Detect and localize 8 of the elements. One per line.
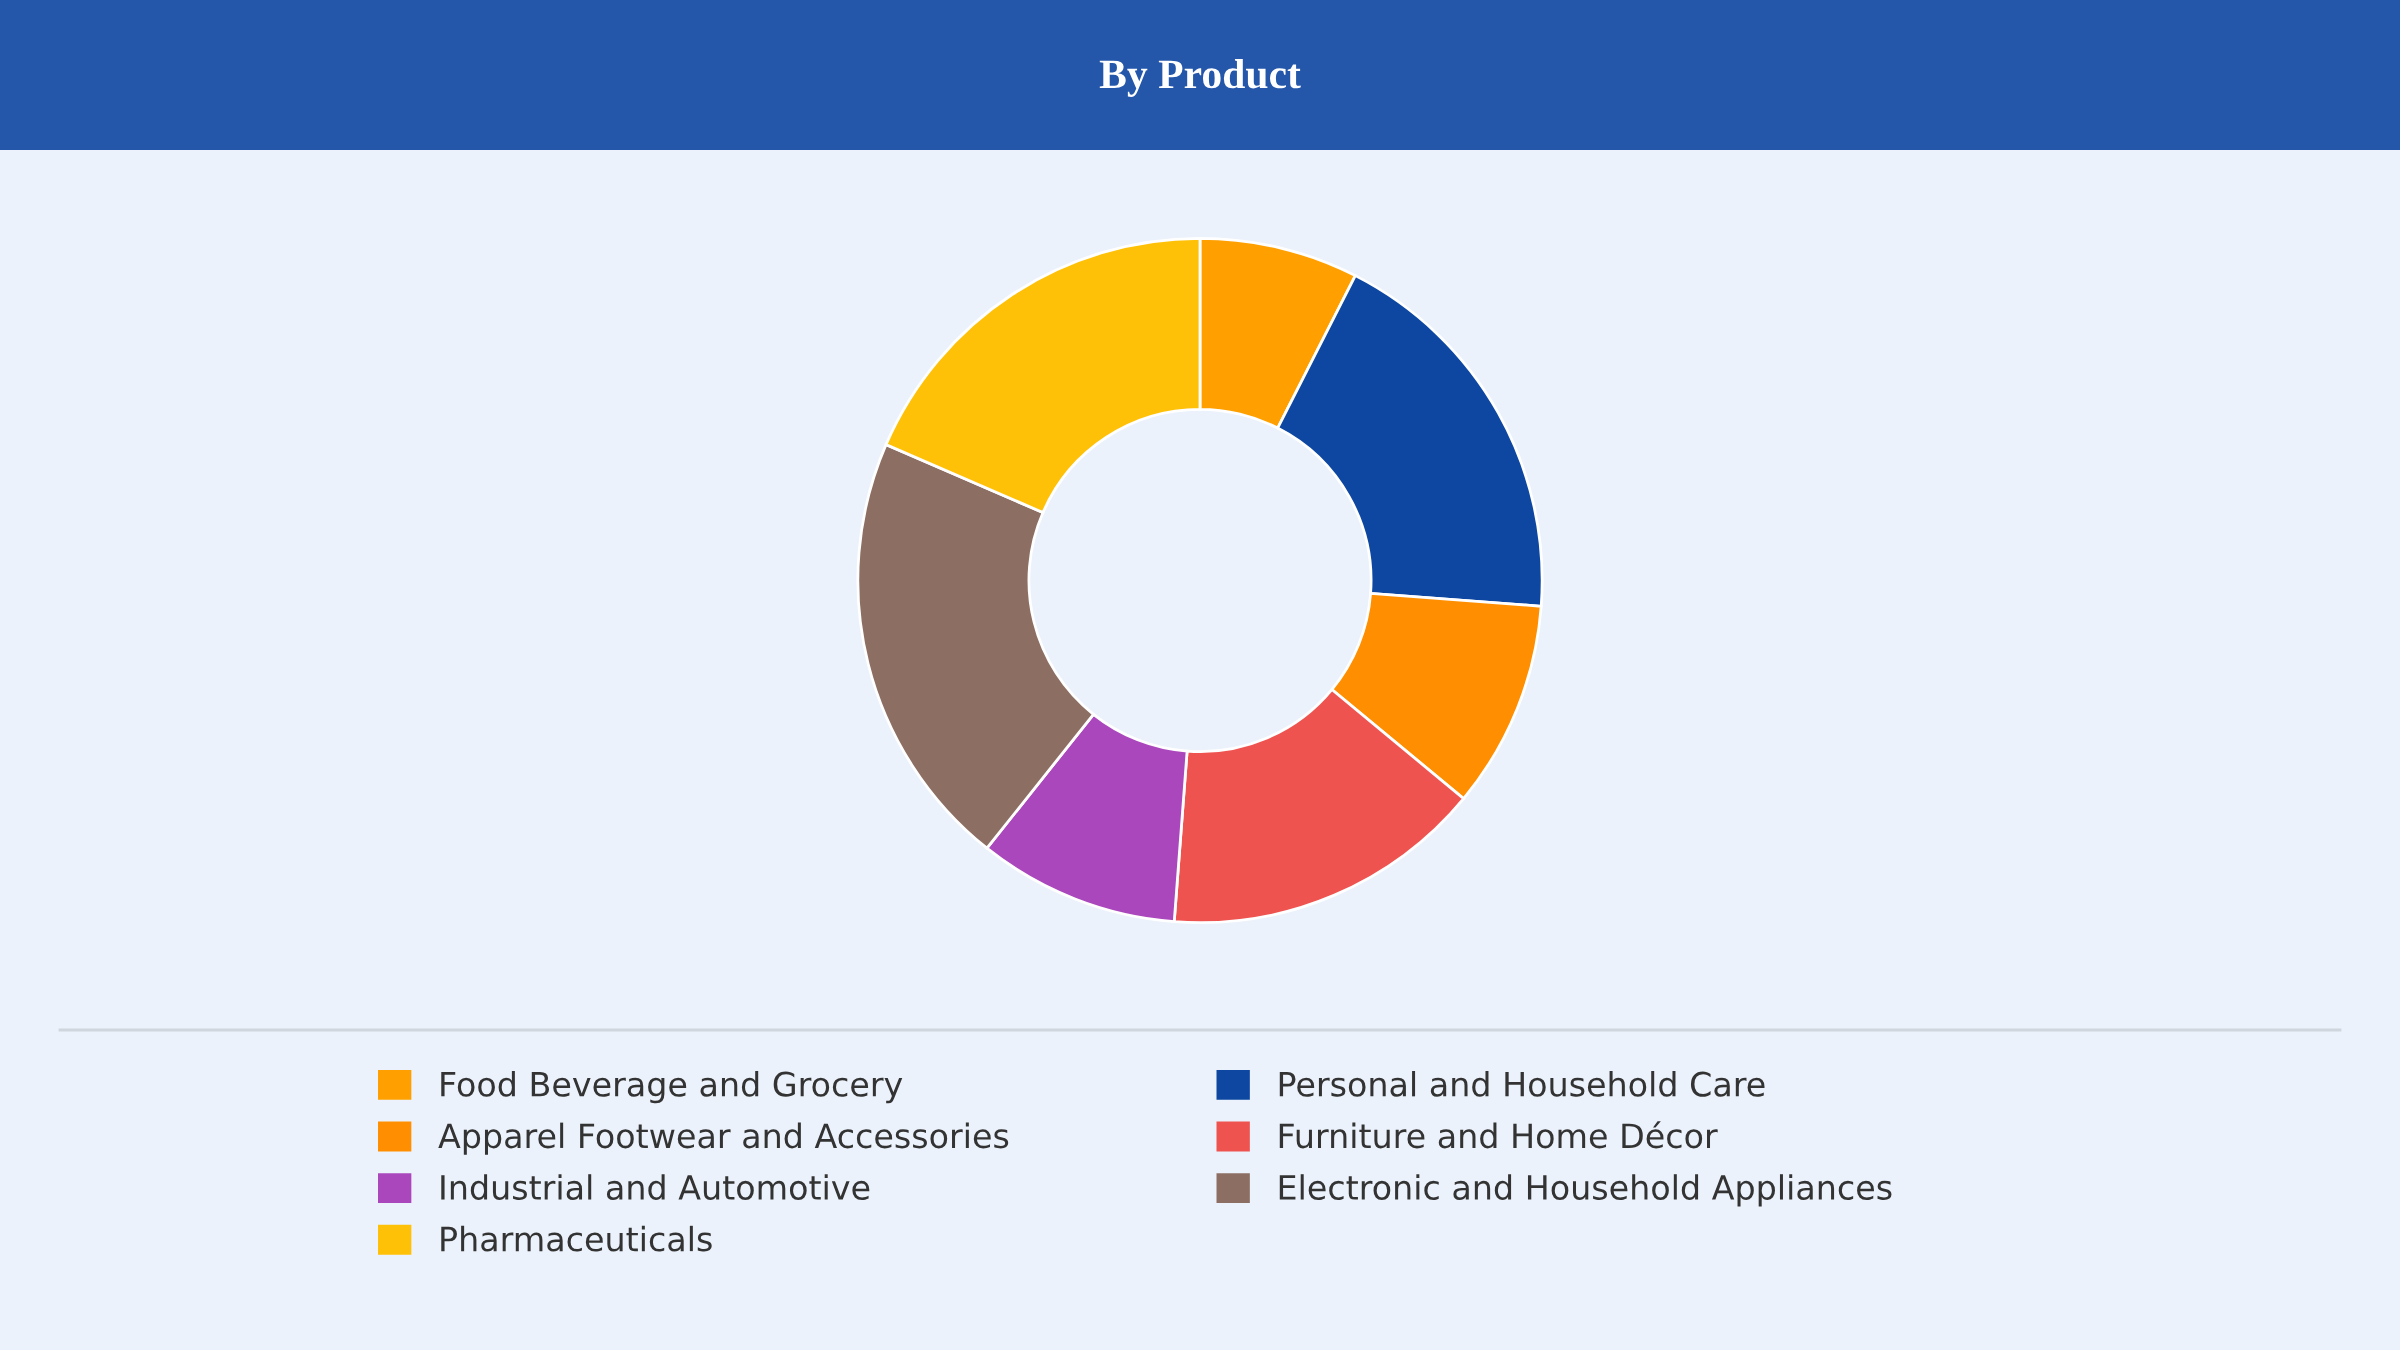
legend-label: Furniture and Home Décor [1279,1121,1718,1149]
legend-label: Apparel Footwear and Accessories [438,1122,1009,1155]
legend-label: Pharmaceuticals [441,1225,712,1252]
legend-label: Food Beverage and Grocery [441,1071,903,1104]
legend-label: Industrial and Automotive [441,1174,870,1201]
legend-label: Electronic and Household Appliances [1279,1174,1892,1207]
chart-title: By Product [1099,59,1301,97]
legend-label: Personal and Household Care [1279,1071,1765,1097]
